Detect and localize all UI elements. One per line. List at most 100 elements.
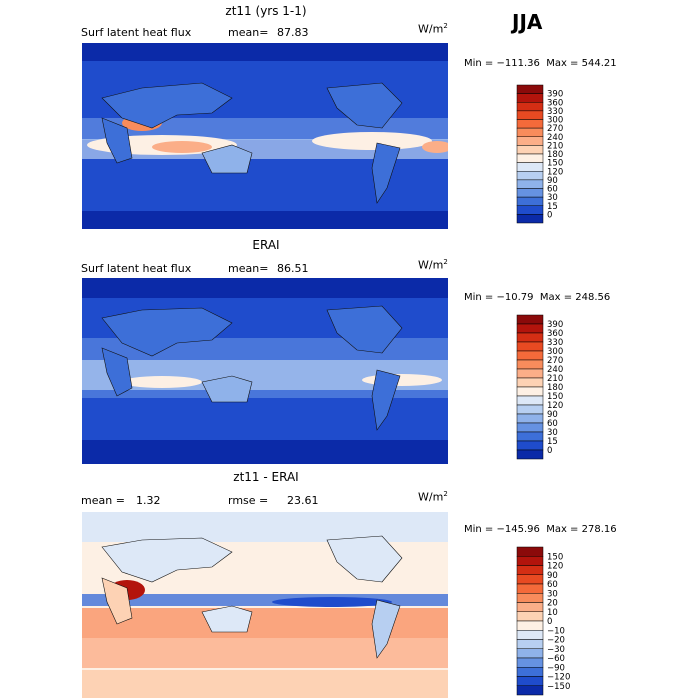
colorbar-tick-label: 90 [547,410,558,420]
colorbar-swatch [516,214,544,224]
colorbar-tick-label: 180 [547,150,563,160]
colorbar-tick-label: 210 [547,141,563,151]
colorbar-swatch [516,377,544,388]
colorbar-tick-label: 60 [547,419,558,429]
colorbar-swatch [516,639,544,649]
colorbar-tick-label: 360 [547,98,563,108]
colorbar-swatch [516,546,544,557]
colorbar-tick-label: 330 [547,107,563,117]
colorbar-swatch [516,574,544,585]
colorbar-tick-label: 30 [547,428,558,438]
colorbar-swatch [516,350,544,361]
colorbar-tick-label: 240 [547,365,563,375]
colorbar-tick-label: −150 [547,682,570,692]
colorbar-swatch [516,93,544,103]
colorbar-swatch [516,196,544,206]
colorbar-tick-label: −10 [547,626,565,636]
colorbar-swatch [516,368,544,379]
panel3-rmse-value: 23.61 [287,494,319,507]
panel3-minmax: Min = −145.96 Max = 278.16 [464,524,617,535]
colorbar-swatch [516,102,544,112]
colorbar-swatch [516,179,544,189]
colorbar-swatch [516,386,544,397]
colorbar-tick-label: 10 [547,608,558,618]
colorbar-tick-label: 390 [547,320,563,330]
colorbar-tick-label: 60 [547,580,558,590]
colorbar-swatch [516,127,544,137]
colorbar-swatch [516,359,544,370]
panel3-mean-label: mean = [81,494,125,507]
colorbar-tick-label: 180 [547,383,563,393]
colorbar-tick-label: 30 [547,589,558,599]
colorbar-swatch [516,110,544,120]
colorbar-swatch [516,413,544,424]
colorbar-swatch [516,323,544,334]
colorbar-swatch [516,314,544,325]
colorbar-swatch [516,685,544,696]
colorbar-swatch [516,153,544,163]
panel2-variable: Surf latent heat flux [81,262,192,275]
colorbar-swatch [516,395,544,406]
colorbar-tick-label: 120 [547,401,563,411]
panel3-title: zt11 - ERAI [233,470,299,484]
colorbar-tick-label: 0 [547,446,552,456]
panel1-mean-label: mean= [228,26,269,39]
colorbar-tick-label: 20 [547,599,558,609]
panel3-mean-value: 1.32 [136,494,161,507]
colorbar-tick-label: 0 [547,617,552,627]
colorbar-tick-label: 15 [547,202,558,212]
colorbar-tick-label: 270 [547,356,563,366]
colorbar-swatch [516,205,544,215]
colorbar-tick-label: 390 [547,90,563,100]
colorbar-swatch [516,556,544,566]
colorbar-swatch [516,620,544,631]
panel1-title: zt11 (yrs 1-1) [225,4,307,18]
colorbar-tick-label: 15 [547,437,558,447]
colorbar-tick-label: 150 [547,392,563,402]
panel2-title: ERAI [252,238,280,252]
panel2-mean-label: mean= [228,262,269,275]
colorbar-swatch [516,136,544,146]
colorbar-tick-label: 120 [547,562,563,572]
colorbar-swatch [516,188,544,198]
colorbar-swatch [516,583,544,594]
colorbar-swatch [516,431,544,442]
panel1-map [82,43,448,229]
colorbar-tick-label: 210 [547,374,563,384]
colorbar-swatch [516,611,544,622]
colorbar-swatch [516,422,544,433]
colorbar-swatch [516,449,544,460]
panel3-map [82,512,448,698]
panel1-mean-value: 87.83 [277,26,309,39]
colorbar-swatch [516,602,544,612]
colorbar-swatch [516,565,544,575]
colorbar-tick-label: −90 [547,663,565,673]
colorbar-swatch [516,145,544,155]
panel1-units: W/m2 [418,22,448,36]
colorbar-swatch [516,119,544,129]
colorbar-tick-label: 270 [547,124,563,134]
panel1-minmax: Min = −111.36 Max = 544.21 [464,58,617,69]
panel3-rmse-label: rmse = [228,494,269,507]
colorbar-swatch [516,648,544,659]
colorbar-swatch [516,332,544,343]
colorbar-tick-label: 0 [547,210,552,220]
colorbar-tick-label: 120 [547,167,563,177]
colorbar-tick-label: −20 [547,636,565,646]
colorbar-tick-label: −30 [547,645,565,655]
colorbar-swatch [516,667,544,677]
panel1-variable: Surf latent heat flux [81,26,192,39]
colorbar-tick-label: 150 [547,552,563,562]
colorbar-swatch [516,84,544,94]
colorbar-tick-label: 240 [547,133,563,143]
colorbar-swatch [516,676,544,686]
colorbar-swatch [516,440,544,451]
colorbar-tick-label: −60 [547,654,565,664]
season-label: JJA [512,10,543,34]
colorbar-swatch [516,171,544,181]
colorbar-swatch [516,593,544,603]
colorbar-tick-label: 300 [547,347,563,357]
colorbar-swatch [516,162,544,172]
